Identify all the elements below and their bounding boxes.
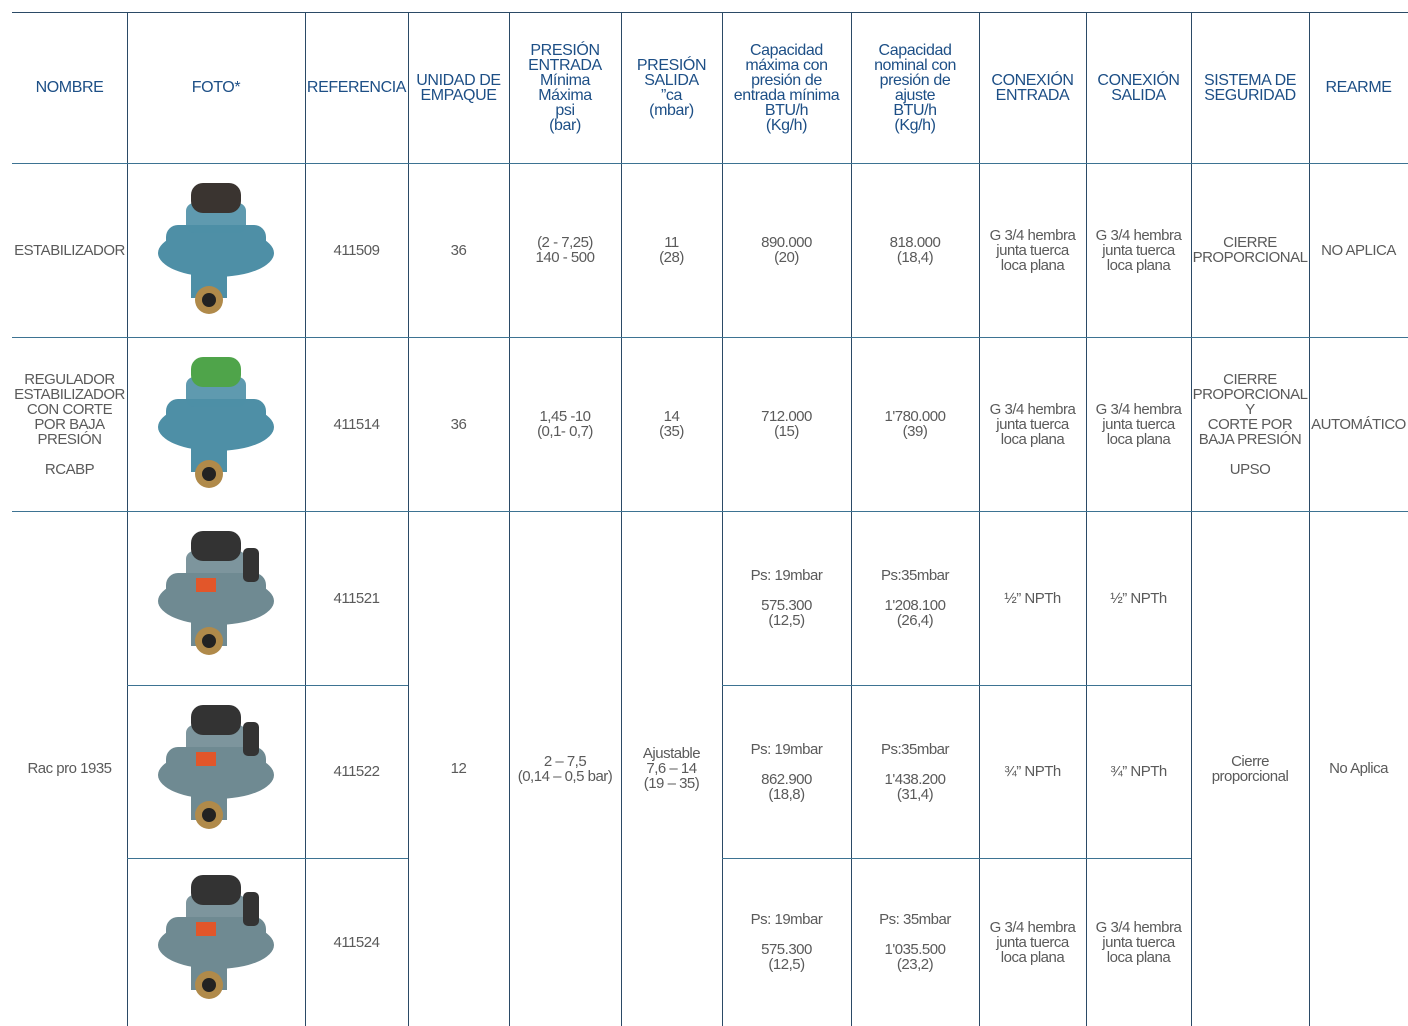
table-cell: No Aplica (1329, 760, 1388, 777)
table-cell: NO APLICA (1321, 241, 1396, 259)
table-cell: ¾” NPTh (1004, 763, 1061, 780)
product-photo (158, 704, 274, 829)
table-cell: G 3/4 hembra junta tuerca loca plana (989, 226, 1076, 274)
table-cell: Ps: 19mbar 575.300 (12,5) (750, 911, 823, 973)
rule (305, 12, 306, 1026)
table-cell: 411514 (333, 415, 380, 433)
table-cell: G 3/4 hembra junta tuerca loca plana (1095, 918, 1182, 966)
table-cell: 36 (450, 415, 467, 433)
rule (12, 511, 1408, 512)
rule (1309, 12, 1310, 1026)
table-cell: 411524 (333, 933, 380, 951)
table-cell: Cierre proporcional (1211, 752, 1289, 785)
column-header: Capacidad nominal con presión de ajuste … (874, 41, 956, 134)
table-cell: Rac pro 1935 (27, 760, 112, 777)
column-header: REFERENCIA (306, 79, 407, 96)
rule (851, 12, 852, 1026)
table-cell: (2 - 7,25) 140 - 500 (535, 234, 595, 266)
table-cell: 818.000 (18,4) (889, 234, 941, 266)
table-cell: G 3/4 hembra junta tuerca loca plana (989, 918, 1076, 966)
rule (12, 337, 1408, 338)
table-cell: G 3/4 hembra junta tuerca loca plana (1095, 226, 1182, 274)
table-cell: ESTABILIZADOR (14, 241, 125, 259)
table-cell: 411522 (333, 763, 380, 780)
table-cell: Ajustable 7,6 – 14 (19 – 35) (642, 745, 701, 792)
table-cell: G 3/4 hembra junta tuerca loca plana (989, 400, 1076, 448)
column-header: Capacidad máxima con presión de entrada … (733, 41, 840, 134)
table-cell: 11 (28) (659, 234, 684, 266)
table-cell: Ps: 19mbar 575.300 (12,5) (750, 567, 823, 629)
table-cell: 12 (450, 760, 467, 777)
rule (621, 12, 622, 1026)
table-cell: ½” NPTh (1110, 589, 1167, 607)
rule (722, 12, 723, 1026)
column-header: FOTO* (191, 79, 241, 96)
column-header: SISTEMA DE SEGURIDAD (1203, 71, 1297, 104)
table-cell: 14 (35) (659, 408, 684, 440)
table-cell: REGULADOR ESTABILIZADOR CON CORTE POR BA… (14, 370, 125, 478)
table-cell: CIERRE PROPORCIONAL Y CORTE POR BAJA PRE… (1192, 370, 1308, 478)
rule (127, 12, 128, 1026)
rule (12, 163, 1408, 164)
column-header: CONEXIÓN SALIDA (1097, 71, 1180, 104)
rule (1086, 12, 1087, 1026)
table-cell: G 3/4 hembra junta tuerca loca plana (1095, 400, 1182, 448)
rule (408, 12, 409, 1026)
rule (12, 12, 1408, 13)
product-photo (158, 531, 274, 655)
product-photo (158, 875, 274, 999)
table-cell: Ps:35mbar 1'438.200 (31,4) (880, 740, 950, 803)
column-header: REARME (1325, 79, 1392, 96)
table-cell: 712.000 (15) (761, 408, 812, 440)
table-cell: 890.000 (20) (761, 234, 812, 266)
table-cell: Ps: 19mbar 862.900 (18,8) (750, 740, 823, 803)
table-cell: CIERRE PROPORCIONAL (1192, 234, 1308, 266)
column-header: NOMBRE (35, 79, 104, 96)
rule (1191, 12, 1192, 1026)
column-header: CONEXIÓN ENTRADA (991, 71, 1074, 104)
table-cell: 36 (450, 241, 467, 259)
column-header: PRESIÓN SALIDA ”ca (mbar) (636, 56, 707, 119)
table-cell: Ps: 35mbar 1'035.500 (23,2) (879, 911, 951, 973)
rule (127, 858, 408, 859)
table-cell: Ps:35mbar 1'208.100 (26,4) (880, 567, 950, 629)
rule (127, 685, 408, 686)
table-cell: 1'780.000 (39) (884, 408, 946, 440)
table-cell: AUTOMÁTICO (1311, 415, 1406, 433)
rule (509, 12, 510, 1026)
table-cell: 2 – 7,5 (0,14 – 0,5 bar) (517, 752, 613, 785)
column-header: UNIDAD DE EMPAQUE (416, 71, 501, 104)
rule (722, 858, 1191, 859)
rule (979, 12, 980, 1026)
table-cell: ½” NPTh (1004, 589, 1061, 607)
table-cell: 1,45 -10 (0,1- 0,7) (537, 408, 593, 440)
table-cell: 411509 (333, 241, 380, 259)
product-photo (158, 357, 274, 488)
product-photo (158, 183, 274, 314)
column-header: PRESIÓN ENTRADA Mínima Máxima psi (bar) (528, 41, 602, 134)
rule (722, 685, 1191, 686)
table-cell: 411521 (333, 589, 380, 607)
table-cell: ¾” NPTh (1110, 763, 1167, 780)
